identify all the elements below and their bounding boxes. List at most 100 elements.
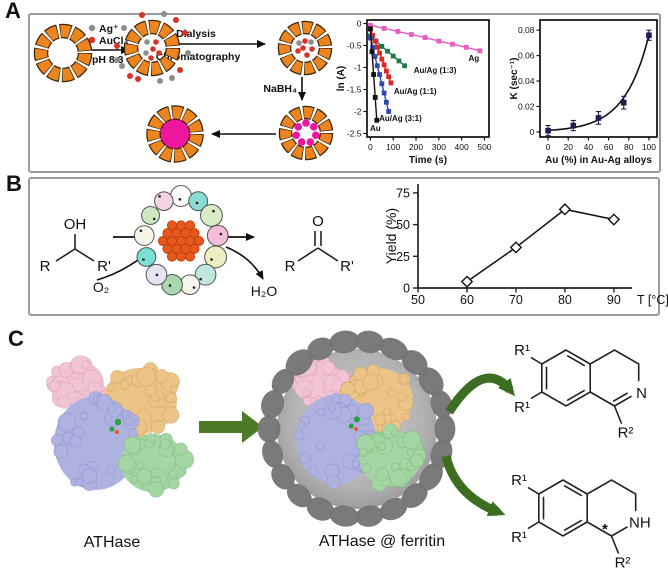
cage-with-metal-ions (114, 11, 191, 84)
series-label: Au/Ag (1:3) (414, 66, 457, 75)
svg-text:200: 200 (409, 142, 423, 152)
y-axis-label: Yield (%) (383, 208, 399, 264)
svg-text:60: 60 (460, 293, 474, 307)
silver-ion-legend-label: Ag⁺ (99, 23, 119, 35)
panel-b-label: B (6, 171, 22, 196)
svg-text:50: 50 (411, 293, 425, 307)
svg-text:100: 100 (642, 142, 656, 152)
svg-text:40: 40 (584, 142, 594, 152)
rate-constant-chart: 0 20 40 60 80 100 0 0.02 0.04 0.06 0.08 Au (%) in A… (509, 19, 658, 166)
svg-text:-1.5: -1.5 (347, 84, 362, 94)
apoferritin-cage (33, 23, 93, 83)
water-label: H₂O (251, 283, 278, 299)
hydroxyl-label: OH (64, 216, 87, 233)
imine-n-label: N (636, 385, 647, 402)
amine-cn-bond (611, 526, 628, 537)
y-axis-label: ln (A) (336, 66, 347, 92)
svg-text:0.08: 0.08 (518, 25, 535, 35)
ferritin-nanozyme (133, 185, 229, 296)
svg-text:60: 60 (604, 142, 614, 152)
svg-text:0: 0 (546, 142, 551, 152)
ferritin-shell-blobs (257, 330, 456, 527)
ferritin-cages (33, 11, 334, 163)
series-label: Au (370, 124, 381, 133)
water-out-arrow (225, 246, 264, 280)
svg-text:80: 80 (624, 142, 634, 152)
imine-r2: R² (618, 425, 634, 442)
gold-nanoparticle-cluster (157, 220, 205, 262)
amine-r1-top: R¹ (511, 472, 527, 489)
athase-in-ferritin (257, 330, 456, 527)
x-axis-label: T [°C] (637, 293, 668, 307)
alcohol-skeleton (55, 234, 95, 262)
svg-text:-2.5: -2.5 (347, 128, 362, 138)
svg-text:100: 100 (386, 142, 400, 152)
panel-c-label: C (8, 326, 24, 351)
yield-line (466, 208, 615, 283)
rate-points (545, 29, 652, 137)
svg-text:20: 20 (564, 142, 574, 152)
amine-r2: R² (615, 555, 631, 571)
oxygen-label: O₂ (93, 279, 109, 295)
alcohol-rprime-label: R' (97, 258, 111, 275)
svg-text:0.04: 0.04 (518, 76, 535, 86)
series-Au: Au (368, 26, 381, 133)
athase-ferritin-caption: ATHase @ ferritin (319, 533, 445, 550)
panel-b-scheme: OH R R' O₂ H₂O O R R' (40, 185, 354, 299)
svg-text:90: 90 (607, 293, 621, 307)
imine-double-bond (612, 392, 632, 407)
svg-text:70: 70 (509, 293, 523, 307)
imine-r1-top: R¹ (514, 342, 530, 359)
ketone-skeleton (297, 231, 339, 262)
cage-after-purification (277, 20, 333, 76)
svg-text:0.02: 0.02 (518, 101, 535, 111)
green-subunit (356, 423, 427, 492)
series-label: Au/Ag (1:1) (394, 87, 437, 96)
x-axis-label: Time (s) (409, 155, 447, 166)
athase-caption: ATHase (84, 534, 141, 551)
series-label: Au/Ag (3:1) (379, 114, 422, 123)
iridium-cofactor (348, 416, 360, 431)
svg-text:0: 0 (357, 19, 362, 29)
silver-ion-legend-dot (88, 24, 96, 32)
svg-text:-2: -2 (354, 106, 362, 116)
panel-c-scheme: ATHase ATHase @ ferritin R¹ R¹ N R² R¹ R… (46, 330, 651, 571)
athase-protein (46, 355, 195, 498)
cage-with-full-nanoparticle (146, 105, 204, 163)
series-label: Ag (468, 54, 479, 63)
svg-text:0: 0 (403, 282, 410, 296)
svg-text:400: 400 (455, 142, 469, 152)
nabh4-label: NaBH₄ (263, 83, 297, 95)
iridium-cofactor (109, 418, 122, 434)
svg-text:-0.5: -0.5 (347, 41, 362, 51)
imine-r1-bottom: R¹ (514, 399, 530, 416)
stereocenter-star: * (602, 521, 608, 538)
amine-nh-label: NH (629, 515, 651, 532)
svg-text:0.06: 0.06 (518, 51, 535, 61)
ph-label: pH 8.3 (92, 54, 124, 66)
ketone-r-label: R (285, 258, 296, 275)
to-amine-arrow (441, 454, 506, 517)
svg-text:300: 300 (432, 142, 446, 152)
y-axis-label: K (sec⁻¹) (509, 58, 520, 100)
dialysis-label: Dialysis (176, 28, 216, 40)
imine-structure: R¹ R¹ N R² (514, 342, 647, 442)
panel-a-label: A (5, 0, 21, 23)
panel-a-scheme: Ag⁺ AuCl₄⁻ pH 8.3 Dialysis Chromatograph… (33, 11, 334, 163)
encapsulation-arrow (199, 411, 263, 443)
svg-text:0: 0 (368, 142, 373, 152)
to-imine-arrow (445, 373, 516, 415)
svg-text:80: 80 (558, 293, 572, 307)
x-axis-label: Au (%) in Au-Ag alloys (545, 155, 652, 166)
svg-text:0: 0 (530, 127, 535, 137)
svg-text:50: 50 (396, 218, 410, 232)
cage-with-nanoclusters (278, 105, 334, 161)
green-subunit (117, 432, 195, 498)
svg-text:75: 75 (396, 186, 410, 200)
amine-structure: R¹ R¹ NH * R² (511, 472, 651, 571)
carbonyl-o-label: O (312, 213, 324, 230)
amine-r1-bottom: R¹ (511, 529, 527, 546)
yield-chart: 50 60 70 80 90 0 25 50 75 T [°C] Yield (%) (383, 184, 668, 307)
